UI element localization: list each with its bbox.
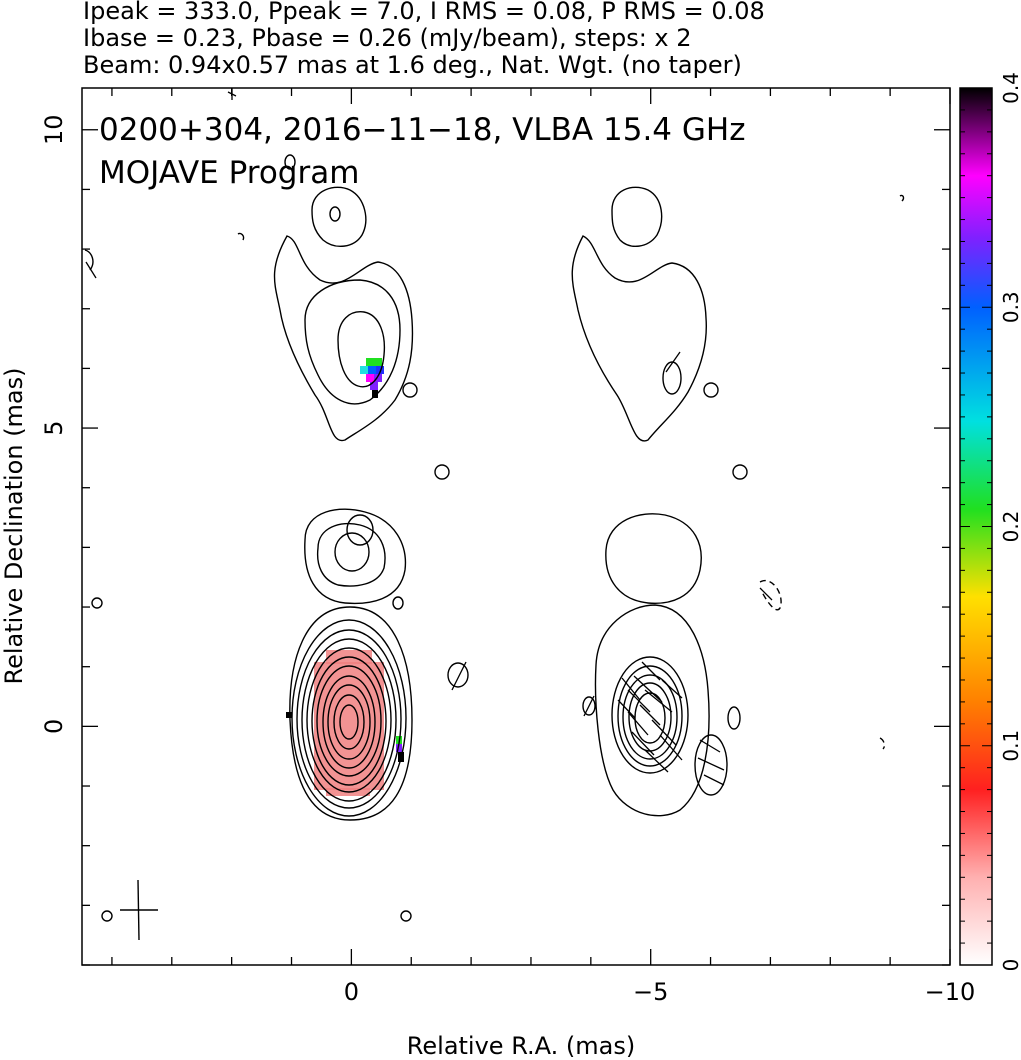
right-core-contours bbox=[582, 604, 741, 817]
colorbar-tick-label: 0.1 bbox=[999, 730, 1021, 762]
y-tick-label: 0 bbox=[40, 719, 68, 734]
x-tick-label: 0 bbox=[344, 978, 359, 1006]
right-knot1-contours bbox=[605, 464, 782, 611]
left-knot1-contours bbox=[304, 508, 407, 605]
header-line-2: Ibase = 0.23, Pbase = 0.26 (mJy/beam), s… bbox=[83, 24, 692, 52]
left-outer-contours bbox=[84, 154, 469, 922]
x-tick-label: −5 bbox=[633, 978, 668, 1006]
x-tick-label: −10 bbox=[925, 978, 976, 1006]
core-polarization-fill bbox=[314, 662, 384, 790]
x-axis-label: Relative R.A. (mas) bbox=[407, 1032, 635, 1060]
y-tick-label: 5 bbox=[40, 420, 68, 435]
header-line-1: Ipeak = 333.0, Ppeak = 7.0, I RMS = 0.08… bbox=[83, 0, 765, 25]
y-tick-labels: 0 5 10 bbox=[40, 114, 68, 734]
header-line-3: Beam: 0.94x0.57 mas at 1.6 deg., Nat. Wg… bbox=[83, 51, 742, 79]
colorbar-ticks bbox=[960, 87, 992, 966]
chart-title: 0200+304, 2016−11−18, VLBA 15.4 GHz bbox=[99, 112, 745, 148]
x-tick-labels: 0 −5 −10 bbox=[344, 978, 976, 1006]
colorbar-tick-label: 0.3 bbox=[999, 291, 1021, 323]
evpa-vectors bbox=[85, 88, 773, 786]
left-knot2-contours bbox=[273, 235, 418, 442]
left-core-contours bbox=[289, 606, 413, 821]
colorbar-tick-label: 0.4 bbox=[999, 72, 1021, 104]
plot-frame bbox=[81, 87, 951, 966]
right-knot2-contours bbox=[571, 186, 905, 750]
colorbar-tick-labels: 0 0.1 0.2 0.3 0.4 bbox=[999, 72, 1021, 971]
colorbar-tick-label: 0.2 bbox=[999, 511, 1021, 543]
axis-ticks bbox=[82, 88, 951, 966]
chart-subtitle: MOJAVE Program bbox=[99, 155, 359, 191]
beam-marker bbox=[120, 879, 158, 941]
y-axis-label: Relative Declination (mas) bbox=[0, 367, 28, 684]
y-tick-label: 10 bbox=[40, 114, 68, 145]
colorbar-tick-label: 0 bbox=[999, 959, 1021, 972]
knot-polarization-pixels bbox=[360, 358, 384, 398]
